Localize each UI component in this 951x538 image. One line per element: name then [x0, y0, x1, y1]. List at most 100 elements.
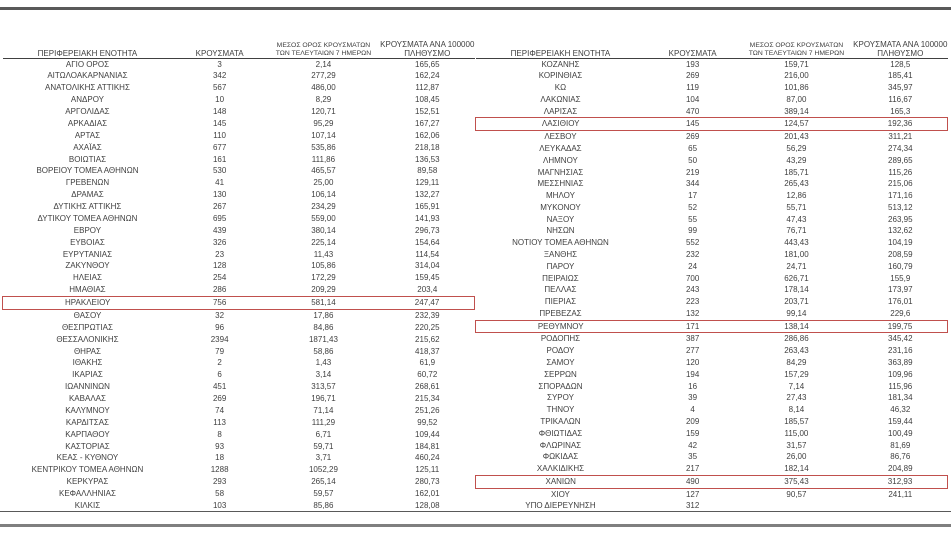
table-row: ΛΗΜΝΟΥ 50 43,29 289,65 — [476, 155, 948, 167]
avg7-value: 178,14 — [784, 285, 809, 295]
cases-value: 145 — [645, 117, 740, 132]
region-name: ΑΓΙΟ ΟΡΟΣ — [65, 59, 110, 69]
region-name: ΗΜΑΘΙΑΣ — [69, 285, 106, 295]
table-row: ΡΟΔΟΠΗΣ 387 286,86 345,42 — [476, 333, 948, 345]
cases-value: 128 — [212, 261, 227, 271]
cases-value: 223 — [685, 297, 700, 307]
avg7-value: 24,71 — [786, 261, 807, 271]
avg7-value: 172,29 — [311, 273, 336, 283]
avg7-value: 389,14 — [784, 106, 809, 116]
per100k-value: 159,44 — [888, 416, 913, 426]
per100k-value: 311,21 — [888, 132, 913, 142]
region-name: ΑΙΤΩΛΟΑΚΑΡΝΑΝΙΑΣ — [47, 71, 128, 81]
column-header-per100k-line1: ΚΡΟΥΣΜΑΤΑ ΑΝΑ 100000 — [380, 39, 475, 49]
table-row: ΛΕΥΚΑΔΑΣ 65 56,29 274,34 — [476, 143, 948, 155]
region-name: ΦΛΩΡΙΝΑΣ — [539, 440, 582, 450]
table-row: ΤΡΙΚΑΛΩΝ 209 185,57 159,44 — [476, 416, 948, 428]
cases-value: 6 — [217, 370, 222, 380]
table-row: ΙΩΑΝΝΙΝΩΝ 451 313,57 268,61 — [3, 381, 475, 393]
region-name: ΜΑΓΝΗΣΙΑΣ — [537, 167, 584, 177]
avg7-value: 1052,29 — [308, 465, 338, 475]
avg7-value: 182,14 — [784, 464, 809, 474]
table-row: ΠΡΕΒΕΖΑΣ 132 99,14 229,6 — [476, 308, 948, 320]
avg7-value: 2,14 — [315, 59, 332, 69]
cases-value: 23 — [215, 249, 225, 259]
region-name: ΙΚΑΡΙΑΣ — [72, 370, 103, 380]
avg7-value: 157,29 — [784, 369, 809, 379]
table-row: ΚΑΒΑΛΑΣ 269 196,71 215,34 — [3, 393, 475, 405]
region-name: ΚΩ — [554, 83, 567, 93]
cases-value: 145 — [212, 118, 227, 128]
per100k-value: 160,79 — [888, 261, 913, 271]
per100k-value: 104,19 — [888, 238, 913, 248]
table-row: ΧΑΛΚΙΔΙΚΗΣ 217 182,14 204,89 — [476, 463, 948, 475]
table-row: ΚΟΖΑΝΗΣ 193 159,71 128,5 — [476, 58, 948, 70]
table-row: ΚΑΡΠΑΘΟΥ 8 6,71 109,44 — [3, 429, 475, 441]
cases-value: 18 — [215, 453, 225, 463]
avg7-value: 6,71 — [315, 429, 332, 439]
cases-value: 243 — [685, 285, 700, 295]
region-name: ΣΠΟΡΑΔΩΝ — [538, 381, 583, 391]
region-name: ΑΧΑΪΑΣ — [73, 142, 102, 152]
table-row: ΚΑΛΥΜΝΟΥ 74 71,14 251,26 — [3, 405, 475, 417]
avg7-value: 99,14 — [786, 308, 807, 318]
table-row: ΝΑΞΟΥ 55 47,43 263,95 — [476, 214, 948, 226]
avg7-value: 185,71 — [784, 167, 809, 177]
per100k-value: 268,61 — [415, 382, 440, 392]
per100k-value: 220,25 — [415, 322, 440, 332]
cases-value: 79 — [215, 346, 225, 356]
cases-value: 254 — [212, 273, 227, 283]
table-row: ΚΑΣΤΟΡΙΑΣ 93 59,71 184,81 — [3, 441, 475, 453]
avg7-value: 209,29 — [311, 285, 336, 295]
cases-value: 470 — [685, 106, 700, 116]
region-name: ΚΕΦΑΛΛΗΝΙΑΣ — [59, 489, 116, 499]
table-row: ΑΝΑΤΟΛΙΚΗΣ ΑΤΤΙΚΗΣ 567 486,00 112,87 — [3, 82, 475, 94]
per100k-value: 128,08 — [415, 501, 440, 511]
region-name: ΚΑΡΠΑΘΟΥ — [65, 429, 110, 439]
cases-value: 326 — [212, 237, 227, 247]
table-row: ΕΒΡΟΥ 439 380,14 296,73 — [3, 225, 475, 237]
column-header-per100k-line2: ΠΛΗΘΥΣΜΟ — [877, 48, 924, 58]
cases-value: 103 — [212, 501, 227, 511]
avg7-value: 120,71 — [311, 107, 336, 117]
table-row: ΑΓΙΟ ΟΡΟΣ 3 2,14 165,65 — [3, 58, 475, 70]
region-name: ΚΟΡΙΝΘΙΑΣ — [538, 71, 583, 81]
cases-value: 269 — [212, 394, 227, 404]
region-name: ΙΘΑΚΗΣ — [72, 358, 103, 368]
table-row: ΜΕΣΣΗΝΙΑΣ 344 265,43 215,06 — [476, 178, 948, 190]
per100k-value: 345,42 — [888, 334, 913, 344]
region-name: ΦΘΙΩΤΙΔΑΣ — [538, 428, 583, 438]
per100k-value: 81,69 — [890, 440, 911, 450]
region-name: ΚΑΒΑΛΑΣ — [68, 394, 106, 404]
table-row: ΜΥΚΟΝΟΥ 52 55,71 513,12 — [476, 202, 948, 214]
per100k-value: 86,76 — [890, 452, 911, 462]
per100k-value: 162,01 — [415, 489, 440, 499]
avg7-value: 286,86 — [784, 334, 809, 344]
per100k-value: 162,24 — [415, 71, 440, 81]
cases-value: 277 — [685, 346, 700, 356]
avg7-value: 85,86 — [313, 501, 334, 511]
table-row-highlighted: ΧΑΝΙΩΝ 490 375,43 312,93 — [475, 474, 949, 489]
cases-value: 232 — [685, 250, 700, 259]
column-header-cases: ΚΡΟΥΣΜΑΤΑ — [645, 28, 740, 59]
per100k-value: 114,54 — [415, 249, 440, 259]
avg7-value: 90,57 — [786, 489, 807, 499]
region-name: ΦΩΚΙΔΑΣ — [542, 452, 579, 462]
avg7-value: 486,00 — [311, 83, 336, 93]
tables-container: ΠΕΡΙΦΕΡΕΙΑΚΗ ΕΝΟΤΗΤΑ ΚΡΟΥΣΜΑΤΑ ΜΕΣΟΣ ΟΡΟ… — [2, 28, 949, 512]
table-row-highlighted: ΡΕΘΥΜΝΟΥ 171 138,14 199,75 — [475, 319, 949, 334]
table-row: ΣΠΟΡΑΔΩΝ 16 7,14 115,96 — [476, 381, 948, 393]
avg7-value: 43,29 — [786, 155, 807, 165]
table-row: ΑΝΔΡΟΥ 10 8,29 108,45 — [3, 94, 475, 106]
table-row: ΣΥΡΟΥ 39 27,43 181,34 — [476, 392, 948, 404]
cases-value: 387 — [685, 334, 700, 344]
cases-value: 567 — [212, 83, 227, 93]
table-row: ΛΑΚΩΝΙΑΣ 104 87,00 116,67 — [476, 94, 948, 106]
per100k-value: 232,39 — [415, 310, 440, 320]
cases-value: 74 — [215, 405, 225, 415]
column-header-cases: ΚΡΟΥΣΜΑΤΑ — [172, 28, 267, 59]
region-name: ΖΑΚΥΝΘΟΥ — [65, 261, 110, 271]
table-row: ΑΡΓΟΛΙΔΑΣ 148 120,71 152,51 — [3, 106, 475, 118]
region-name: ΠΕΛΛΑΣ — [544, 285, 577, 295]
